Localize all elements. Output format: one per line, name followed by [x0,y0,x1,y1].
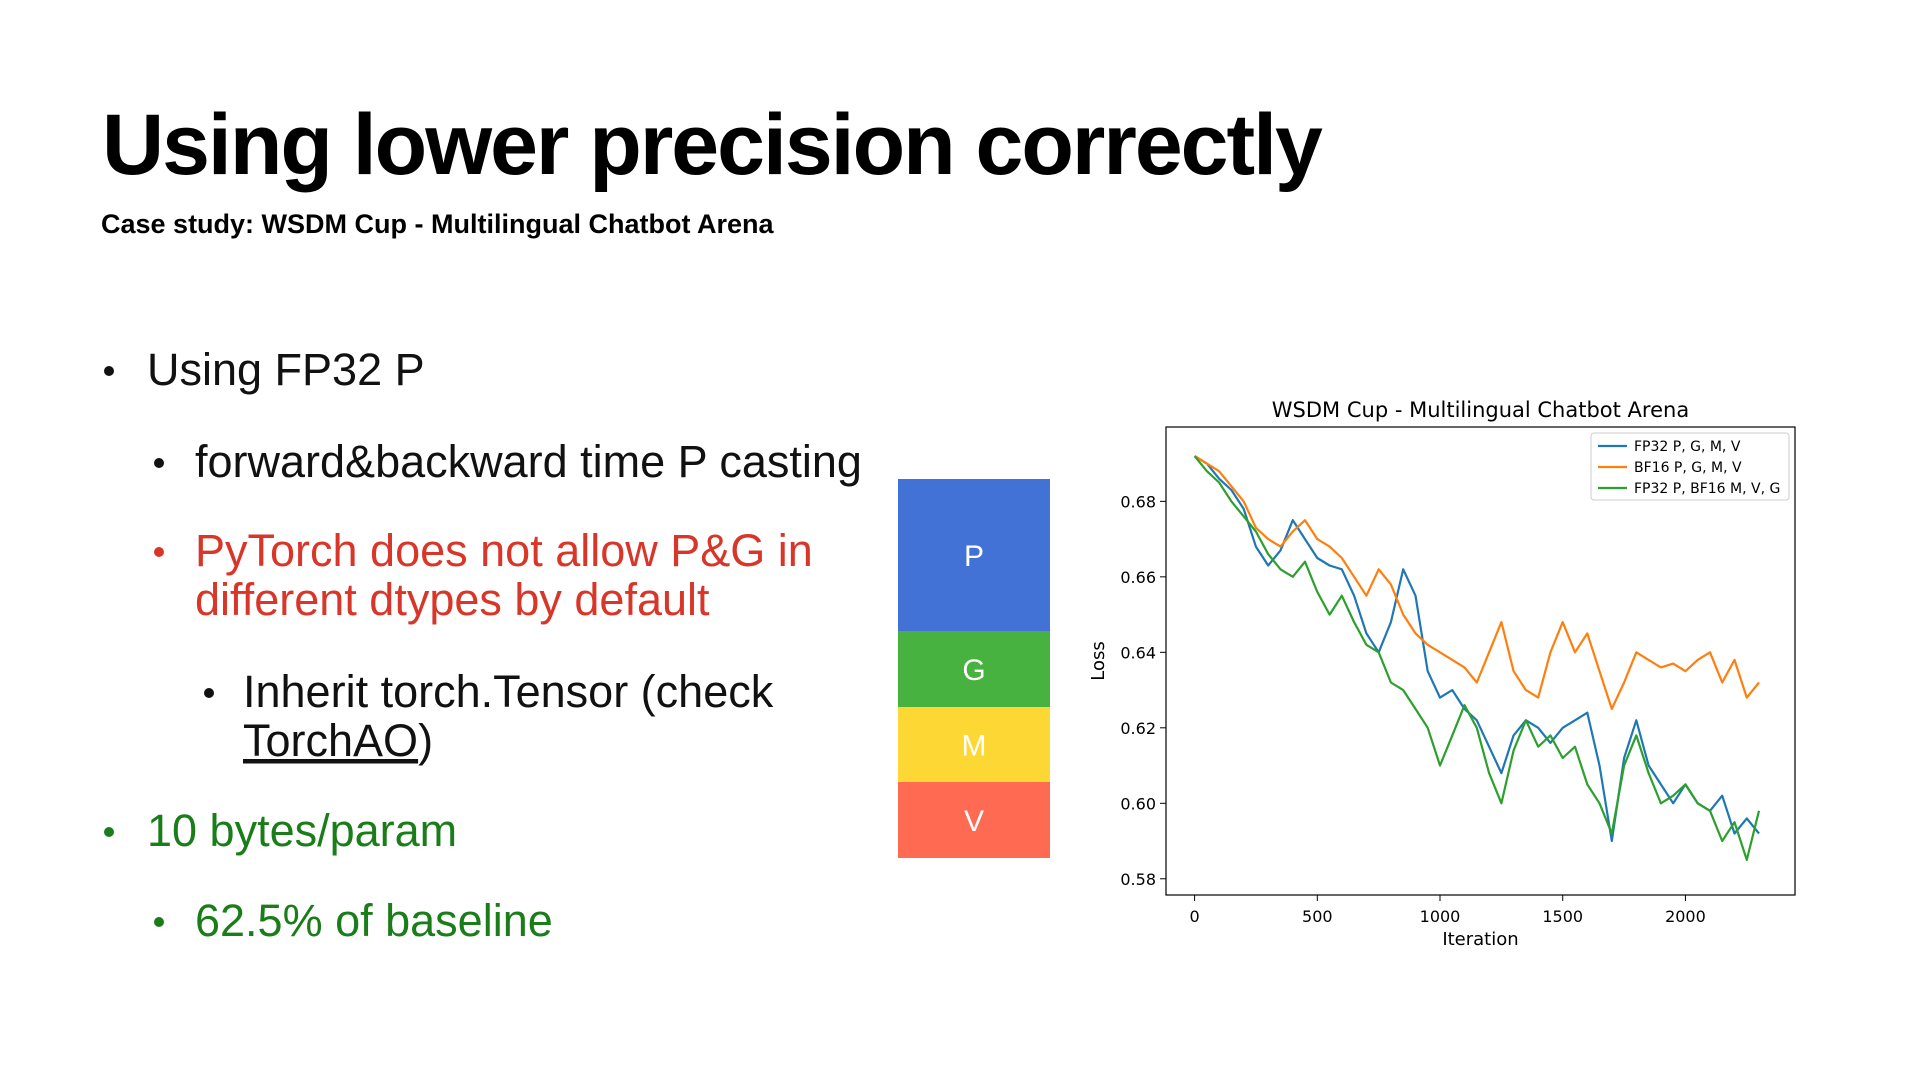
bullet-text: 10 bytes/param [147,805,457,856]
slide-subtitle: Case study: WSDM Cup - Multilingual Chat… [101,209,774,239]
bullet-text: 62.5% of baseline [195,895,553,946]
x-tick-label: 1500 [1542,907,1583,926]
bullet-dot [154,917,164,927]
y-tick-label: 0.64 [1120,643,1156,662]
block-label: P [964,540,984,573]
chart-title: WSDM Cup - Multilingual Chatbot Arena [1272,398,1689,422]
x-tick-label: 2000 [1665,907,1706,926]
plot-frame [1165,426,1796,896]
bullet-dot [154,547,164,557]
chart: WSDM Cup - Multilingual Chatbot Arena 0 50… [1088,398,1796,950]
bullet-text: Using FP32 P [147,344,425,395]
y-tick-label: 0.66 [1120,568,1156,587]
y-tick-label: 0.68 [1120,492,1156,511]
y-tick-label: 0.62 [1120,719,1156,738]
x-tick-label: 1000 [1420,907,1461,926]
link-suffix: ) [418,715,433,766]
legend-label: BF16 P, G, M, V [1634,460,1742,476]
block [898,707,1050,782]
bullet-dot [104,827,114,837]
block-label: M [962,730,987,763]
x-tick-label: 0 [1189,907,1199,926]
y-tick-label: 0.60 [1120,794,1156,813]
bullet-text: Inherit torch.Tensor (check [243,666,774,717]
bullet-text: PyTorch does not allow P&G in [195,525,813,576]
memory-blocks: P G M V [898,479,1050,858]
x-tick-label: 500 [1302,907,1333,926]
y-tick-label: 0.58 [1120,870,1156,889]
link[interactable]: TorchAO [243,715,418,766]
bullet-dot [204,688,214,698]
slide-title: Using lower precision correctly [102,97,1323,193]
block [898,631,1050,707]
y-axis-label: Loss [1088,641,1109,680]
series-line [1194,455,1760,843]
bullet-text: TorchAO) [243,715,433,766]
series-line [1194,455,1760,710]
bullet-list: Using FP32 P forward&backward time P cast… [104,344,862,946]
legend-label: FP32 P, BF16 M, V, G [1634,481,1780,497]
series-line [1193,455,1761,861]
legend-box [1590,432,1790,501]
block-label: G [962,654,985,687]
bullet-text: different dtypes by default [195,574,710,625]
block [898,782,1050,858]
legend-label: FP32 P, G, M, V [1634,439,1741,455]
block-label: V [964,805,984,838]
bullet-text: forward&backward time P casting [195,436,862,487]
bullet-dot [104,366,114,376]
x-axis-label: Iteration [1442,929,1518,950]
block [898,479,1050,631]
bullet-dot [154,458,164,468]
